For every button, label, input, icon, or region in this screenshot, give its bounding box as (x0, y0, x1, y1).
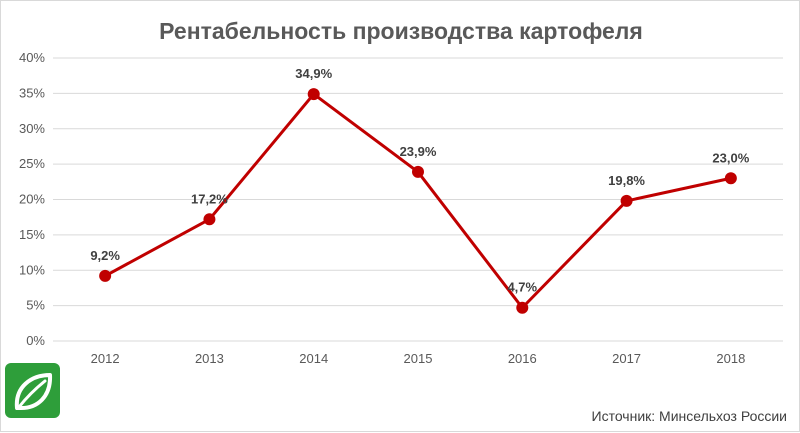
series-layer (99, 88, 737, 314)
y-tick-label: 40% (19, 50, 45, 65)
y-tick-label: 10% (19, 262, 45, 277)
data-point (307, 88, 320, 101)
y-tick-label: 20% (19, 192, 45, 207)
chart-title: Рентабельность производства картофеля (159, 18, 643, 44)
source-note: Источник: Минсельхоз России (592, 408, 787, 424)
data-label: 23,9% (400, 144, 437, 159)
y-tick-label: 30% (19, 121, 45, 136)
data-point (724, 172, 737, 185)
x-tick-label: 2016 (508, 351, 537, 366)
data-label: 9,2% (90, 248, 120, 263)
data-label: 4,7% (507, 280, 537, 295)
x-axis-labels: 2012 2013 2014 2015 2016 2017 2018 (91, 351, 746, 366)
data-point (99, 269, 112, 282)
x-tick-label: 2014 (299, 351, 328, 366)
x-tick-label: 2015 (404, 351, 433, 366)
x-tick-label: 2013 (195, 351, 224, 366)
x-tick-label: 2017 (612, 351, 641, 366)
data-point (412, 165, 424, 178)
data-label: 23,0% (712, 150, 749, 165)
data-label: 34,9% (295, 66, 332, 81)
y-tick-label: 0% (26, 333, 45, 348)
x-tick-label: 2012 (91, 351, 120, 366)
y-tick-label: 15% (19, 227, 45, 242)
y-tick-label: 5% (26, 298, 45, 313)
grid-layer (53, 57, 783, 342)
leaf-logo-icon (5, 363, 60, 418)
y-axis-labels: 0% 5% 10% 15% 20% 25% 30% 35% 40% (19, 50, 45, 348)
data-point (203, 213, 216, 226)
data-label: 19,8% (608, 173, 645, 188)
y-tick-label: 25% (19, 156, 45, 171)
data-point (516, 301, 529, 314)
data-labels: 9,2% 17,2% 34,9% 23,9% 4,7% 19,8% 23,0% (90, 66, 749, 295)
data-point (620, 194, 633, 207)
y-tick-label: 35% (19, 85, 45, 100)
data-label: 17,2% (191, 191, 228, 206)
x-tick-label: 2018 (716, 351, 745, 366)
